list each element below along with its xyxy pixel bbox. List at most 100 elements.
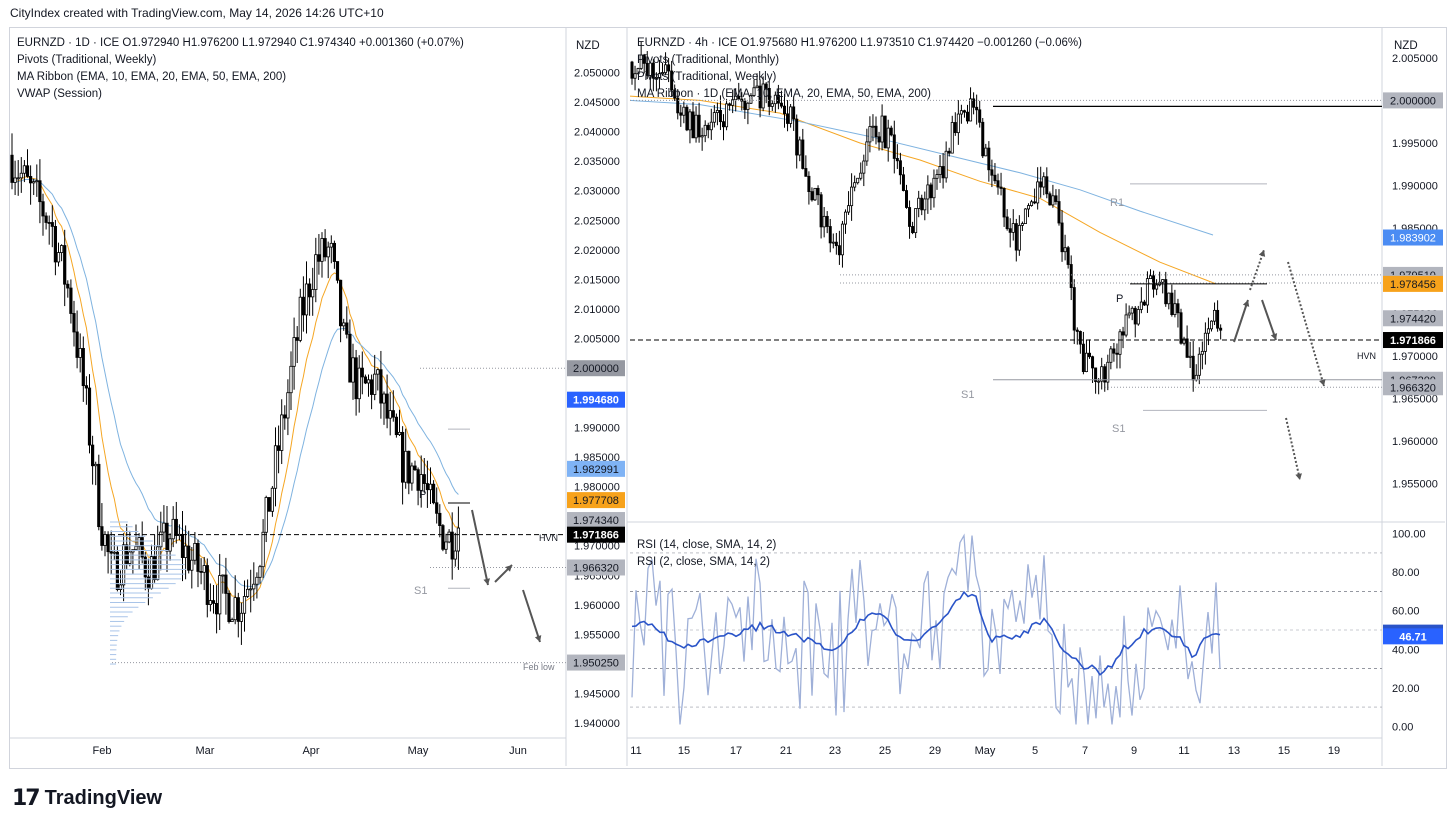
left-y-tick: 2.040000 <box>574 127 620 139</box>
left-ema10-line <box>11 176 459 604</box>
right-candle-body <box>715 110 719 113</box>
right-candle-body <box>1161 279 1165 283</box>
left-candle-body <box>338 279 343 327</box>
right-candle-body <box>1011 223 1015 233</box>
right-candle-body <box>630 61 634 79</box>
right-candle-body <box>749 95 753 104</box>
right-candle-body <box>1097 380 1101 383</box>
right-candle-body <box>1069 264 1073 288</box>
right-price-tag <box>1383 92 1443 109</box>
right-candle-body <box>1152 275 1156 290</box>
right-hvn-label: HVN <box>1357 351 1376 361</box>
left-candle-body <box>159 531 163 548</box>
left-x-tick: Feb <box>93 745 112 757</box>
right-candle-body <box>978 109 982 123</box>
left-candle-body <box>351 357 355 383</box>
left-candle-body <box>239 612 243 622</box>
left-candle-body <box>298 296 302 341</box>
left-candle-body <box>283 414 287 419</box>
left-candle-body <box>252 583 256 590</box>
right-x-tick: 15 <box>1278 745 1290 757</box>
tradingview-brand[interactable]: 17 TradingView <box>12 786 162 811</box>
right-candle-body <box>651 62 655 79</box>
right-candle-body <box>969 98 973 122</box>
right-candle-body <box>783 105 787 115</box>
left-currency-label: NZD <box>576 40 600 52</box>
left-price-tag <box>567 559 625 576</box>
left-y-tick: 2.010000 <box>574 304 620 316</box>
left-candle-body <box>137 537 141 547</box>
right-candle-body <box>1167 292 1171 305</box>
right-price-tag-label: 1.983902 <box>1390 233 1436 245</box>
left-candle-body <box>261 531 265 568</box>
left-candle-body <box>342 322 346 327</box>
left-candle-body <box>431 483 436 504</box>
right-candle-body <box>822 215 826 228</box>
right-candle-body <box>1084 352 1088 373</box>
right-candle-body <box>1164 279 1168 305</box>
right-candle-body <box>917 197 921 209</box>
right-y-tick: 1.960000 <box>1392 436 1438 448</box>
right-candle-body <box>932 177 936 199</box>
left-projection-arrow <box>522 589 541 643</box>
right-candle-body <box>633 73 637 79</box>
left-candle-body <box>13 177 17 183</box>
right-candle-body <box>999 186 1003 189</box>
left-candle-body <box>128 551 132 564</box>
right-candle-body <box>1094 367 1098 382</box>
left-candle-body <box>332 242 337 262</box>
right-candle-body <box>1149 275 1153 280</box>
right-x-tick: 29 <box>929 745 941 757</box>
right-candle-body <box>1112 348 1116 354</box>
left-candle-body <box>168 538 172 552</box>
right-candle-body <box>840 223 844 256</box>
right-projection-dotted-arrow <box>1285 417 1301 481</box>
left-price-tag-label: 1.950250 <box>573 658 619 670</box>
left-candle-body <box>258 566 262 578</box>
right-candle-body <box>947 150 951 154</box>
right-candle-body <box>1014 223 1018 251</box>
right-x-tick: 9 <box>1131 745 1137 757</box>
right-candle-body <box>688 111 692 131</box>
left-candle-body <box>400 431 405 483</box>
right-candle-body <box>1103 366 1107 383</box>
rsi-y-tick: 100.00 <box>1392 529 1426 541</box>
right-candle-body <box>1057 201 1061 224</box>
left-candle-body <box>450 531 454 560</box>
left-candle-body <box>363 376 368 384</box>
left-candle-body <box>329 242 333 248</box>
left-candle-body <box>376 369 380 375</box>
right-candle-body <box>779 102 783 107</box>
right-candle-body <box>1188 355 1192 358</box>
left-x-tick: Mar <box>196 745 215 757</box>
right-candle-body <box>700 135 704 138</box>
right-candle-body <box>682 106 686 116</box>
left-candle-body <box>38 180 42 203</box>
left-candle-body <box>187 545 191 571</box>
left-candle-body <box>91 444 95 467</box>
rsi-y-tick: 20.00 <box>1392 683 1420 695</box>
left-candle-body <box>183 545 188 558</box>
right-candle-body <box>1130 307 1134 314</box>
left-candle-body <box>280 414 284 451</box>
right-projection-arrow <box>1261 299 1277 341</box>
chart-header: CityIndex created with TradingView.com, … <box>10 6 384 20</box>
right-candle-body <box>764 83 768 89</box>
right-price-tag <box>1383 379 1443 396</box>
right-candle-body <box>798 139 802 156</box>
right-legend-line-4: MA Ribbon · 1D (EMA, 10, EMA, 20, EMA, 5… <box>637 88 931 100</box>
left-candle-body <box>404 450 408 483</box>
right-candle-body <box>859 172 863 179</box>
left-x-tick: Jun <box>509 745 527 757</box>
left-candle-body <box>453 550 457 560</box>
right-candle-body <box>1121 331 1125 336</box>
left-candle-body <box>66 283 70 289</box>
right-candle-body <box>1109 348 1113 363</box>
right-legend-line-2: Pivots (Traditional, Monthly) <box>637 54 779 66</box>
left-y-tick: 2.025000 <box>574 215 620 227</box>
right-candle-body <box>770 103 774 107</box>
left-candle-body <box>379 369 383 404</box>
right-candle-body <box>795 118 799 156</box>
right-candle-body <box>1036 181 1040 204</box>
right-price-tag-label: 1.974420 <box>1390 313 1436 325</box>
